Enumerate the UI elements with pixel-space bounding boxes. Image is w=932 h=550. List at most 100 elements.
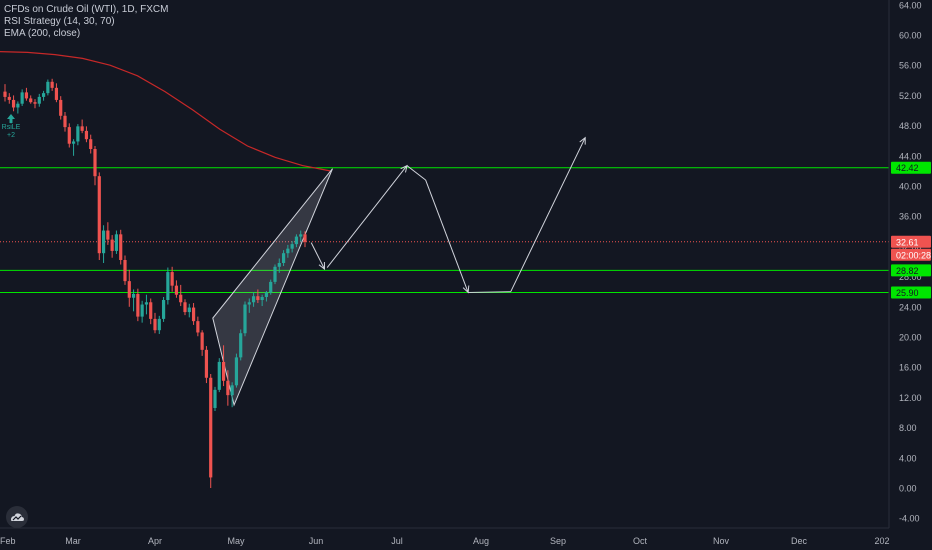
ema-line-path bbox=[0, 51, 331, 172]
time-tick-label: Dec bbox=[791, 536, 808, 546]
price-tick-label: 16.00 bbox=[899, 363, 922, 373]
projection-arrow-segment[interactable] bbox=[468, 291, 511, 293]
candle-body bbox=[41, 93, 46, 97]
candle-body bbox=[251, 296, 256, 303]
level-price-badge-text: 28.82 bbox=[896, 266, 919, 276]
price-tick-label: 4.00 bbox=[899, 453, 917, 463]
candle-body bbox=[286, 248, 290, 254]
price-tick-label: 40.00 bbox=[899, 182, 922, 192]
level-price-badge bbox=[891, 264, 931, 277]
time-tick-label: Nov bbox=[713, 536, 730, 546]
price-tick-label: 44.00 bbox=[899, 151, 922, 161]
arrowhead-down bbox=[462, 285, 470, 294]
level-price-badge-text: 25.90 bbox=[896, 288, 919, 298]
bar-countdown-badge bbox=[891, 248, 931, 261]
ema-200-line bbox=[0, 51, 331, 172]
candle-body bbox=[136, 293, 140, 317]
strategy-entry-marker: RsiLE+2 bbox=[2, 114, 21, 139]
price-axis[interactable]: 64.00 60.00 56.00 52.00 48.00 44.00 40.00 36.00… bbox=[899, 0, 922, 523]
tradingview-cloud-icon[interactable] bbox=[6, 506, 28, 528]
price-tick-label: 0.00 bbox=[899, 484, 917, 494]
candle-body bbox=[144, 302, 149, 305]
small-arrow-line[interactable] bbox=[310, 242, 325, 270]
candle-body bbox=[303, 234, 307, 242]
candle-body bbox=[243, 304, 247, 334]
candle-body bbox=[234, 357, 239, 386]
candle-body bbox=[166, 272, 170, 301]
candle-body bbox=[256, 296, 260, 301]
ema-legend[interactable]: EMA (200, close) bbox=[4, 28, 81, 39]
price-tick-label: 52.00 bbox=[899, 91, 922, 101]
candle-body bbox=[59, 99, 63, 116]
candle-body bbox=[264, 292, 269, 297]
candle-body bbox=[217, 361, 221, 390]
candle-body bbox=[63, 115, 67, 128]
candle-body bbox=[239, 333, 243, 358]
bar-countdown-badge-text: 02:00:28 bbox=[896, 250, 931, 260]
candle-body bbox=[119, 234, 123, 260]
entry-qty: +2 bbox=[7, 132, 15, 139]
projection-arrow-segment[interactable] bbox=[425, 179, 469, 293]
candle-body bbox=[204, 349, 209, 378]
candle-body bbox=[93, 149, 97, 177]
candle-body bbox=[20, 92, 24, 104]
price-tick-label: 56.00 bbox=[899, 61, 922, 71]
price-tick-label: 48.00 bbox=[899, 121, 922, 131]
time-axis[interactable]: Feb Mar Apr May Jun Jul Aug Sep Oct Nov Dec 202 bbox=[0, 536, 890, 546]
level-price-badge bbox=[891, 286, 931, 299]
candle-body bbox=[76, 126, 80, 142]
price-tick-label: -4.00 bbox=[899, 514, 920, 524]
candle-body bbox=[153, 318, 157, 331]
candle-body bbox=[110, 239, 114, 251]
candle-body bbox=[179, 294, 183, 303]
candle-body bbox=[196, 321, 200, 333]
candle-body bbox=[174, 285, 179, 295]
level-price-badge-text: 42.42 bbox=[896, 163, 919, 173]
candle-body bbox=[161, 300, 166, 319]
candle-body bbox=[29, 98, 33, 103]
candle-body bbox=[290, 244, 294, 249]
candle-body bbox=[123, 259, 127, 282]
candle-body bbox=[89, 139, 93, 150]
horizontal-levels bbox=[0, 167, 889, 293]
time-tick-label: Jul bbox=[391, 536, 403, 546]
candle-body bbox=[226, 380, 230, 396]
time-tick-label: May bbox=[227, 536, 245, 546]
candle-body bbox=[277, 263, 281, 267]
candle-body bbox=[97, 176, 101, 254]
current-price-badge bbox=[891, 235, 931, 248]
candlestick-series bbox=[3, 78, 307, 488]
candle-body bbox=[16, 103, 20, 108]
level-price-badge bbox=[891, 161, 931, 174]
candle-body bbox=[183, 302, 187, 313]
projection-arrow-segment[interactable] bbox=[326, 165, 408, 268]
current-price-badge-text: 32.61 bbox=[896, 237, 919, 247]
candle-body bbox=[101, 230, 106, 254]
candle-body bbox=[170, 272, 174, 286]
candle-body bbox=[71, 141, 76, 144]
candle-body bbox=[46, 81, 50, 94]
time-tick-label: Feb bbox=[0, 536, 16, 546]
candle-body bbox=[11, 99, 16, 108]
chart-legend: CFDs on Crude Oil (WTI), 1D, FXCM RSI St… bbox=[4, 4, 168, 40]
arrowhead-up bbox=[579, 136, 586, 145]
time-tick-label: 202 bbox=[874, 536, 889, 546]
candle-body bbox=[260, 296, 264, 301]
candle-body bbox=[54, 87, 59, 100]
candle-body bbox=[67, 127, 71, 144]
projection-arrow-segment[interactable] bbox=[406, 165, 426, 181]
candle-body bbox=[50, 81, 54, 88]
time-tick-label: Aug bbox=[473, 536, 489, 546]
price-tick-label: 60.00 bbox=[899, 31, 922, 41]
strategy-legend[interactable]: RSI Strategy (14, 30, 70) bbox=[4, 16, 115, 27]
price-tick-label: 24.00 bbox=[899, 302, 922, 312]
symbol-title[interactable]: CFDs on Crude Oil (WTI), 1D, FXCM bbox=[4, 4, 169, 15]
candle-body bbox=[281, 253, 286, 264]
candle-body bbox=[24, 92, 29, 99]
entry-label: RsiLE bbox=[2, 124, 21, 131]
projection-arrow-segment[interactable] bbox=[510, 137, 586, 292]
candle-body bbox=[294, 236, 299, 245]
price-tick-label: 20.00 bbox=[899, 333, 922, 343]
candle-body bbox=[213, 389, 217, 408]
